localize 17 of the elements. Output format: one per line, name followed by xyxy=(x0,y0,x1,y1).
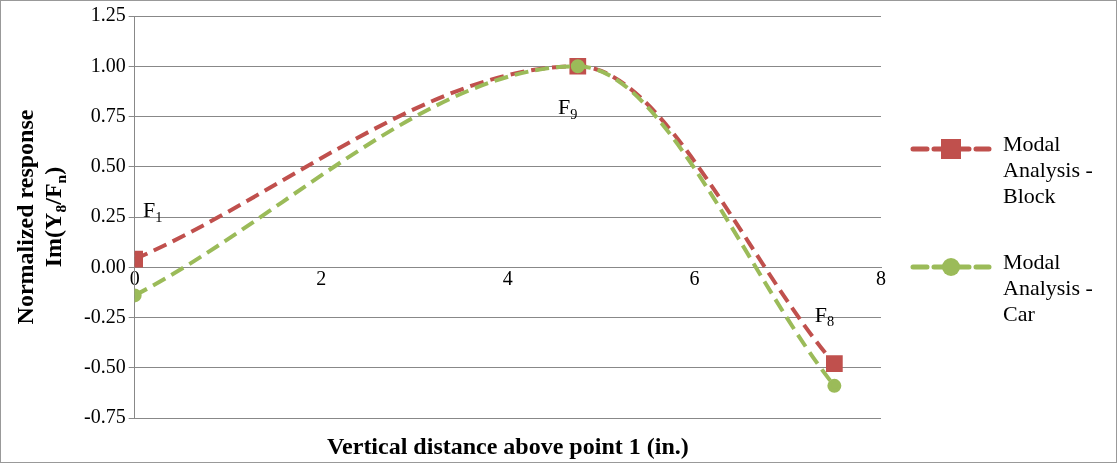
legend-label: Modal Analysis - Car xyxy=(1003,249,1094,327)
x-tick-label: 8 xyxy=(876,266,886,289)
y-tick-label: 0.00 xyxy=(90,254,126,277)
y-tick-label: -0.50 xyxy=(83,355,126,377)
legend-label: Modal Analysis - Block xyxy=(1003,131,1094,209)
y-tick-label: 0.50 xyxy=(90,154,126,176)
x-axis-title: Vertical distance above point 1 (in.) xyxy=(326,433,689,460)
x-tick-label: 2 xyxy=(316,266,327,289)
x-tick-label: 6 xyxy=(689,266,700,289)
y-tick-label: 1.25 xyxy=(90,3,126,26)
y-tick-label: -0.75 xyxy=(83,405,126,428)
x-tick-label: 4 xyxy=(502,266,513,289)
y-tick-label: -0.25 xyxy=(83,304,126,327)
y-tick-label: 0.75 xyxy=(90,103,126,126)
x-tick-label: 0 xyxy=(129,266,140,289)
y-tick-label: 1.00 xyxy=(90,53,126,76)
y-tick-label: 0.25 xyxy=(90,204,126,227)
